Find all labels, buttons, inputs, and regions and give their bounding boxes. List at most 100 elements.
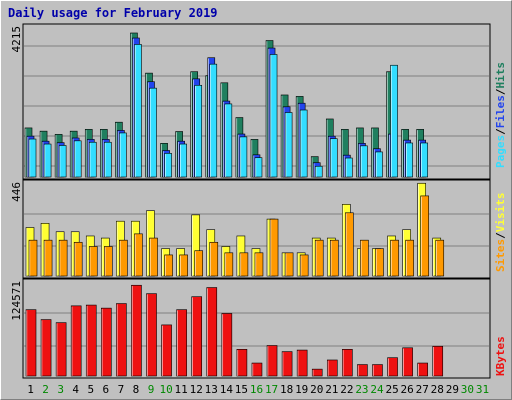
- pages-bar: [314, 165, 323, 178]
- sites-bar: [179, 254, 188, 277]
- kbytes-bar: [342, 349, 353, 377]
- sites-bar: [194, 250, 204, 277]
- x-axis-day-label: 11: [175, 383, 188, 396]
- pages-bar: [239, 136, 248, 178]
- x-axis-day-label: 14: [220, 383, 234, 396]
- pages-bar: [164, 153, 172, 178]
- sites-bar: [149, 237, 158, 277]
- pages-bar: [254, 157, 263, 178]
- pages-bar: [345, 157, 353, 178]
- x-axis-day-label: 27: [416, 383, 429, 396]
- pages-bar: [390, 64, 398, 178]
- kbytes-bar: [161, 324, 172, 377]
- sites-bar: [73, 241, 83, 277]
- kbytes-bar: [116, 303, 127, 377]
- kbytes-bar: [236, 349, 248, 377]
- sites-bar: [254, 252, 264, 277]
- sites-bar: [209, 241, 219, 277]
- kbytes-bar: [326, 359, 338, 377]
- pages-bar: [149, 87, 157, 178]
- y-axis-max-label: 124571: [10, 281, 23, 321]
- x-axis-day-label: 28: [431, 383, 444, 396]
- x-axis-day-label: 24: [370, 383, 384, 396]
- kbytes-bar: [85, 304, 97, 377]
- pages-bar: [360, 145, 368, 178]
- kbytes-bar: [221, 313, 233, 377]
- sites-bar: [43, 239, 53, 277]
- sites-bar: [375, 248, 384, 277]
- chart-title: Daily usage for February 2019: [8, 6, 218, 20]
- sites-bar: [58, 239, 68, 277]
- kbytes-bar: [25, 309, 37, 377]
- pages-bar: [179, 143, 187, 178]
- x-axis-day-label: 1: [27, 383, 34, 396]
- x-axis-day-label: 20: [310, 383, 323, 396]
- sites-bar: [104, 246, 113, 277]
- kbytes-bar: [402, 347, 413, 377]
- kbytes-bar: [266, 345, 278, 377]
- pages-bar: [209, 63, 218, 178]
- pages-bar: [43, 143, 52, 178]
- sites-bar: [329, 239, 339, 277]
- kbytes-bar: [191, 296, 203, 377]
- sites-bar: [345, 212, 354, 277]
- sites-bar: [435, 239, 445, 277]
- legend-sites-visits: Sites/Visits: [494, 193, 507, 273]
- kbytes-bar: [432, 345, 444, 377]
- x-axis-day-label: 22: [340, 383, 353, 396]
- sites-bar: [360, 239, 369, 277]
- kbytes-bar: [206, 287, 218, 377]
- sites-bar: [405, 239, 414, 277]
- legend-pages-files-hits-part: Pages: [494, 135, 507, 168]
- sites-bar: [269, 218, 279, 277]
- pages-bar: [405, 142, 413, 178]
- x-axis-day-label: 5: [87, 383, 94, 396]
- legend-sites-visits-part: /: [494, 232, 507, 239]
- pages-bar: [104, 141, 112, 178]
- pages-bar: [194, 84, 203, 178]
- x-axis-day-label: 23: [355, 383, 368, 396]
- legend-pages-files-hits-part: /: [494, 128, 507, 135]
- x-axis-day-label: 17: [265, 383, 278, 396]
- sites-bar: [390, 239, 399, 277]
- x-axis-day-label: 9: [148, 383, 155, 396]
- kbytes-bar: [176, 309, 187, 377]
- sites-bar: [28, 239, 38, 277]
- sites-bar: [134, 233, 143, 277]
- pages-bar: [88, 141, 97, 178]
- kbytes-bar: [417, 362, 428, 377]
- pages-bar: [284, 112, 293, 178]
- kbytes-bar: [40, 319, 52, 377]
- sites-bar: [299, 254, 309, 277]
- sites-bar: [314, 239, 324, 277]
- pages-bar: [329, 138, 338, 178]
- legend-sites-visits-part: Visits: [494, 193, 507, 233]
- y-axis-max-label: 446: [10, 182, 23, 202]
- kbytes-bar: [296, 349, 308, 377]
- pages-bar: [28, 138, 37, 178]
- kbytes-bar: [251, 362, 263, 377]
- kbytes-bar: [387, 357, 398, 377]
- x-axis-day-label: 2: [42, 383, 49, 396]
- kbytes-bar: [55, 322, 67, 377]
- x-axis-day-label: 6: [103, 383, 110, 396]
- kbytes-bar: [357, 364, 368, 377]
- kbytes-bar: [70, 305, 82, 377]
- pages-bar: [299, 109, 308, 178]
- pages-bar: [134, 44, 142, 178]
- x-axis-day-label: 19: [295, 383, 308, 396]
- x-axis-day-label: 18: [280, 383, 293, 396]
- legend-pages-files-hits-part: /: [494, 88, 507, 95]
- pages-bar: [119, 132, 127, 178]
- x-axis-day-label: 4: [72, 383, 79, 396]
- sites-bar: [119, 239, 128, 277]
- x-axis-day-label: 10: [159, 383, 172, 396]
- kbytes-bar: [101, 307, 112, 377]
- pages-bar: [375, 151, 383, 178]
- sites-bar: [164, 254, 173, 277]
- pages-bar: [420, 142, 428, 178]
- sites-bar: [284, 252, 294, 277]
- legend-pages-files-hits-part: Files: [494, 95, 507, 128]
- legend-pages-files-hits-part: Hits: [494, 62, 507, 89]
